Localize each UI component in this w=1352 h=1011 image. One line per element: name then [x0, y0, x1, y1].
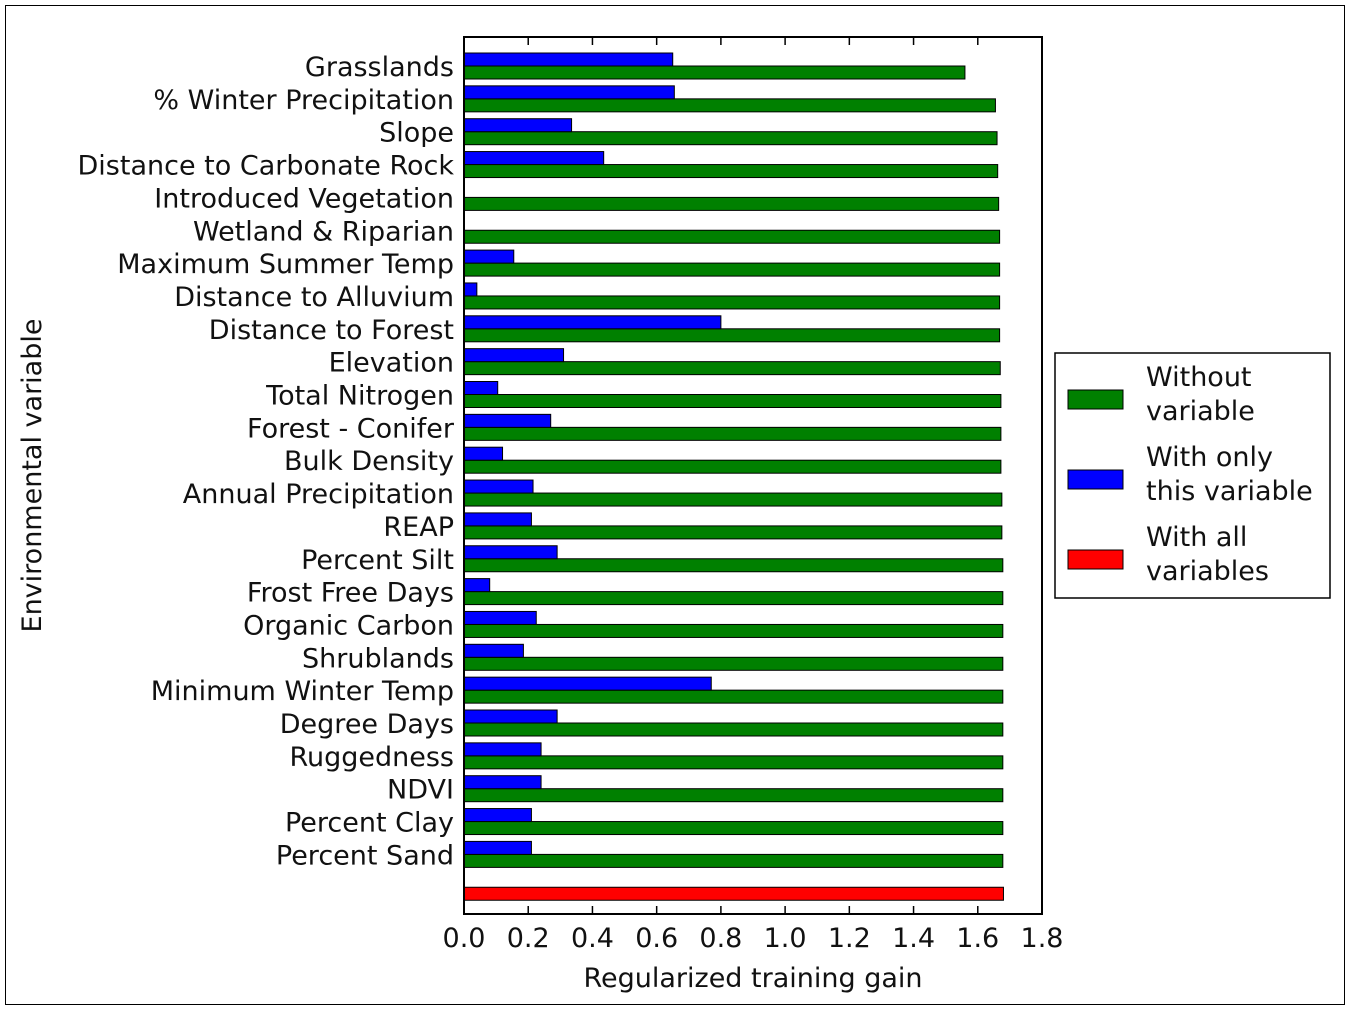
y-tick-distance-to-carbonate-rock: Distance to Carbonate Rock	[78, 151, 455, 182]
bar-without-distance-to-forest	[463, 328, 1001, 343]
bar-only-annual-precipitation	[463, 479, 534, 494]
bar-only-frost-free-days	[463, 578, 491, 593]
bar-without-elevation	[463, 361, 1001, 376]
bar-without-maximum-summer-temp	[463, 262, 1001, 277]
legend-swatch-without	[1067, 389, 1124, 410]
bar-only-distance-to-alluvium	[463, 282, 478, 297]
legend-swatch-only	[1067, 469, 1124, 490]
bar-only-organic-carbon	[463, 610, 537, 625]
bar-only-winter-precipitation	[463, 85, 675, 100]
bar-without-ndvi	[463, 788, 1004, 803]
bar-without-introduced-vegetation	[463, 196, 1000, 211]
x-tick-1.8: 1.8	[1021, 923, 1064, 954]
legend-label-without: Without variable	[1146, 362, 1255, 427]
y-tick-shrublands: Shrublands	[302, 643, 454, 674]
bars-group	[463, 52, 1004, 901]
bar-without-forest-conifer	[463, 426, 1002, 441]
bar-without-wetland-riparian	[463, 229, 1001, 244]
bar-only-bulk-density	[463, 446, 504, 461]
legend-label-all: With all variables	[1146, 522, 1269, 587]
x-tick-1.2: 1.2	[828, 923, 871, 954]
x-tick-0.4: 0.4	[571, 923, 614, 954]
legend-label-only: With only this variable	[1146, 442, 1313, 507]
bar-only-distance-to-carbonate-rock	[463, 151, 605, 166]
y-tick-introduced-vegetation: Introduced Vegetation	[154, 183, 454, 214]
bar-without-percent-clay	[463, 821, 1004, 836]
y-tick-wetland-riparian: Wetland & Riparian	[193, 216, 454, 247]
y-tick-slope: Slope	[379, 118, 454, 149]
bar-only-distance-to-forest	[463, 315, 722, 330]
x-tick-labels: 0.0 0.2 0.4 0.6 0.8 1.0 1.2 1.4 1.6 1.8	[443, 37, 1064, 954]
x-tick-0.0: 0.0	[443, 923, 486, 954]
bar-without-slope	[463, 131, 998, 146]
y-tick-percent-silt: Percent Silt	[301, 545, 454, 576]
y-tick-bulk-density: Bulk Density	[284, 446, 454, 477]
bar-without-total-nitrogen	[463, 394, 1002, 408]
plot-area	[463, 36, 1043, 915]
x-tick-0.6: 0.6	[635, 923, 678, 954]
y-tick-forest-conifer: Forest - Conifer	[247, 413, 455, 444]
y-tick-reap: REAP	[383, 512, 454, 543]
bar-only-total-nitrogen	[463, 381, 499, 395]
bar-without-annual-precipitation	[463, 492, 1003, 507]
bar-only-forest-conifer	[463, 413, 552, 428]
bar-without-distance-to-carbonate-rock	[463, 164, 999, 179]
y-tick-organic-carbon: Organic Carbon	[243, 610, 454, 641]
y-tick-degree-days: Degree Days	[280, 709, 454, 740]
y-tick-winter-precipitation: % Winter Precipitation	[153, 85, 454, 116]
y-tick-distance-to-forest: Distance to Forest	[209, 315, 454, 346]
bar-only-maximum-summer-temp	[463, 249, 515, 264]
bar-without-winter-precipitation	[463, 98, 996, 113]
bar-without-percent-silt	[463, 558, 1004, 573]
bar-only-shrublands	[463, 643, 524, 658]
bar-only-grasslands	[463, 52, 674, 67]
bar-without-frost-free-days	[463, 591, 1004, 606]
y-tick-distance-to-alluvium: Distance to Alluvium	[174, 282, 454, 313]
y-tick-labels: Grasslands% Winter PrecipitationSlopeDis…	[78, 52, 455, 871]
bar-only-elevation	[463, 348, 565, 363]
y-tick-minimum-winter-temp: Minimum Winter Temp	[151, 676, 454, 707]
bar-with-all-variables	[463, 886, 1004, 901]
bar-without-bulk-density	[463, 459, 1002, 474]
bar-without-distance-to-alluvium	[463, 295, 1001, 310]
bar-without-shrublands	[463, 656, 1004, 671]
bar-only-percent-silt	[463, 545, 558, 560]
y-tick-percent-clay: Percent Clay	[285, 808, 454, 839]
x-tick-1.6: 1.6	[956, 923, 999, 954]
bar-only-reap	[463, 512, 532, 527]
y-axis-label: Environmental variable	[17, 319, 48, 633]
bar-without-percent-sand	[463, 853, 1004, 868]
y-tick-maximum-summer-temp: Maximum Summer Temp	[117, 249, 454, 280]
x-tick-1.4: 1.4	[892, 923, 935, 954]
x-axis-label: Regularized training gain	[583, 963, 922, 994]
legend: Without variable With only this variable Wit…	[1054, 352, 1331, 599]
bar-only-percent-sand	[463, 840, 532, 855]
bar-without-grasslands	[463, 65, 966, 80]
legend-swatch-all	[1067, 549, 1124, 570]
bar-without-reap	[463, 525, 1003, 540]
bar-only-ruggedness	[463, 742, 542, 757]
y-tick-ruggedness: Ruggedness	[289, 742, 454, 773]
x-tick-0.2: 0.2	[507, 923, 550, 954]
bar-without-minimum-winter-temp	[463, 689, 1004, 704]
y-tick-percent-sand: Percent Sand	[276, 840, 454, 871]
bar-only-ndvi	[463, 775, 542, 790]
x-tick-1.0: 1.0	[764, 923, 807, 954]
y-tick-ndvi: NDVI	[387, 775, 454, 806]
bar-without-degree-days	[463, 722, 1004, 737]
y-tick-frost-free-days: Frost Free Days	[247, 578, 454, 609]
y-tick-elevation: Elevation	[329, 348, 454, 379]
bar-without-organic-carbon	[463, 623, 1004, 638]
bar-without-ruggedness	[463, 755, 1004, 770]
bar-only-minimum-winter-temp	[463, 676, 712, 691]
y-tick-annual-precipitation: Annual Precipitation	[183, 479, 454, 510]
y-tick-grasslands: Grasslands	[305, 52, 454, 83]
y-tick-total-nitrogen: Total Nitrogen	[265, 381, 454, 412]
x-tick-0.8: 0.8	[699, 923, 742, 954]
bar-only-degree-days	[463, 709, 558, 724]
bar-only-slope	[463, 118, 573, 133]
bar-only-percent-clay	[463, 808, 532, 823]
